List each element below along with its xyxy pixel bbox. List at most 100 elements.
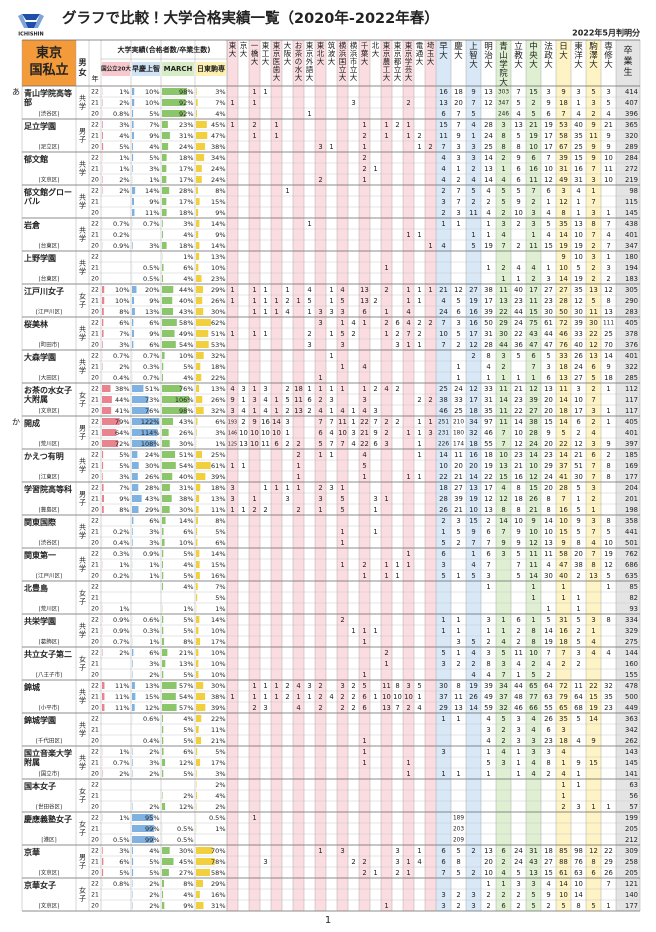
count: 13 bbox=[454, 704, 463, 712]
count: 5 bbox=[576, 264, 580, 272]
count: 3 bbox=[486, 649, 490, 657]
count: 39 bbox=[574, 319, 583, 327]
text-piece: 共 bbox=[79, 688, 86, 697]
count: 5 bbox=[516, 187, 520, 195]
rate-label: 79% bbox=[115, 418, 129, 426]
count: 1 bbox=[230, 693, 234, 701]
count: 1 bbox=[384, 264, 388, 272]
count: 30 bbox=[574, 308, 583, 316]
count: 29 bbox=[499, 319, 508, 327]
count: 10 bbox=[250, 440, 259, 448]
rate-bar bbox=[162, 396, 190, 403]
rate-label: 3% bbox=[119, 341, 129, 349]
count: 12 bbox=[454, 286, 463, 294]
text-piece: 共立女子第二 bbox=[24, 649, 72, 659]
rate-bar bbox=[196, 572, 200, 579]
count: 21 bbox=[514, 385, 523, 393]
graduates: 407 bbox=[625, 99, 638, 107]
count: 6 bbox=[362, 704, 366, 712]
count: 2 bbox=[395, 869, 399, 877]
count: 3 bbox=[395, 341, 399, 349]
text-piece: 女 bbox=[79, 820, 86, 829]
rate-label: 11% bbox=[115, 693, 129, 701]
rate-bar bbox=[196, 121, 207, 128]
university-header: 東大 bbox=[229, 40, 237, 58]
count: 2 bbox=[285, 682, 289, 690]
count: 72 bbox=[559, 319, 568, 327]
university-header: 東工大 bbox=[262, 40, 270, 66]
text-piece: 子 bbox=[79, 400, 86, 408]
count: 1 bbox=[373, 506, 377, 514]
rate-label: 4% bbox=[215, 792, 225, 800]
count: 29 bbox=[604, 858, 613, 866]
count: 7 bbox=[456, 187, 460, 195]
count: 2 bbox=[395, 418, 399, 426]
school-area: [港区] bbox=[41, 836, 56, 844]
rate-label: 0.4% bbox=[143, 737, 160, 745]
graduates: 63 bbox=[629, 781, 638, 789]
count: 1 bbox=[252, 682, 256, 690]
count: 3 bbox=[456, 143, 460, 151]
count: 125 bbox=[228, 442, 237, 448]
text-piece: 共 bbox=[79, 226, 86, 235]
count: 4 bbox=[546, 880, 550, 888]
rate-label: 70% bbox=[211, 847, 225, 855]
count: 2 bbox=[362, 154, 366, 162]
count: 1 bbox=[417, 693, 421, 701]
count: 12 bbox=[589, 341, 598, 349]
text-piece: 阪 bbox=[284, 49, 292, 58]
rate-label: 45% bbox=[211, 121, 225, 129]
count: 1 bbox=[373, 627, 377, 635]
school-area: [千代田区] bbox=[36, 737, 62, 745]
count: 3 bbox=[501, 352, 505, 360]
text-piece: 大森学園 bbox=[24, 352, 56, 362]
count: 13 bbox=[589, 286, 598, 294]
count: 3 bbox=[591, 440, 595, 448]
count: 1 bbox=[471, 132, 475, 140]
rate-label: 0.5% bbox=[113, 836, 130, 844]
count: 2 bbox=[406, 99, 410, 107]
text-piece: 大 bbox=[383, 72, 391, 82]
text-piece: 大 bbox=[529, 59, 538, 70]
rate-bar bbox=[162, 726, 164, 733]
rate-bar bbox=[162, 847, 170, 854]
count: 5 bbox=[531, 110, 535, 118]
rate-label: 99% bbox=[145, 836, 159, 844]
text-piece: 子 bbox=[79, 136, 86, 144]
count: 111 bbox=[603, 321, 614, 327]
school-name: 岩倉 bbox=[23, 220, 41, 230]
rate-label: 6% bbox=[149, 319, 159, 327]
count: 1 bbox=[263, 682, 267, 690]
text-piece: 立 bbox=[339, 64, 347, 74]
count: 3 bbox=[441, 561, 445, 569]
rate-bar bbox=[196, 407, 204, 414]
rate-bar bbox=[196, 770, 197, 777]
university-header: 埼玉大 bbox=[427, 40, 435, 66]
count: 2 bbox=[395, 385, 399, 393]
count: 1 bbox=[531, 616, 535, 624]
count: 8 bbox=[546, 506, 550, 514]
count: 2 bbox=[516, 902, 520, 910]
count: 1 bbox=[486, 220, 490, 228]
count: 4 bbox=[576, 110, 580, 118]
count: 2 bbox=[576, 627, 580, 635]
rate-label: 18% bbox=[211, 484, 225, 492]
count: 2 bbox=[441, 209, 445, 217]
school-area: [文京区] bbox=[39, 176, 60, 184]
count: 12 bbox=[484, 99, 493, 107]
count: 34 bbox=[499, 682, 508, 690]
count: 1 bbox=[395, 572, 399, 580]
count: 32 bbox=[499, 704, 508, 712]
text-piece: 共 bbox=[79, 259, 86, 268]
rate-label: 10% bbox=[115, 286, 129, 294]
text-piece: 院 bbox=[499, 69, 508, 79]
rate-label: 27% bbox=[179, 869, 193, 877]
text-piece: 学 bbox=[79, 267, 86, 276]
year: 22 bbox=[91, 782, 99, 789]
count: 1 bbox=[576, 605, 580, 613]
count: 3 bbox=[486, 616, 490, 624]
rate-bar bbox=[132, 330, 135, 337]
count: 4 bbox=[546, 231, 550, 239]
count: 8 bbox=[606, 462, 610, 470]
count: 43 bbox=[529, 330, 538, 338]
